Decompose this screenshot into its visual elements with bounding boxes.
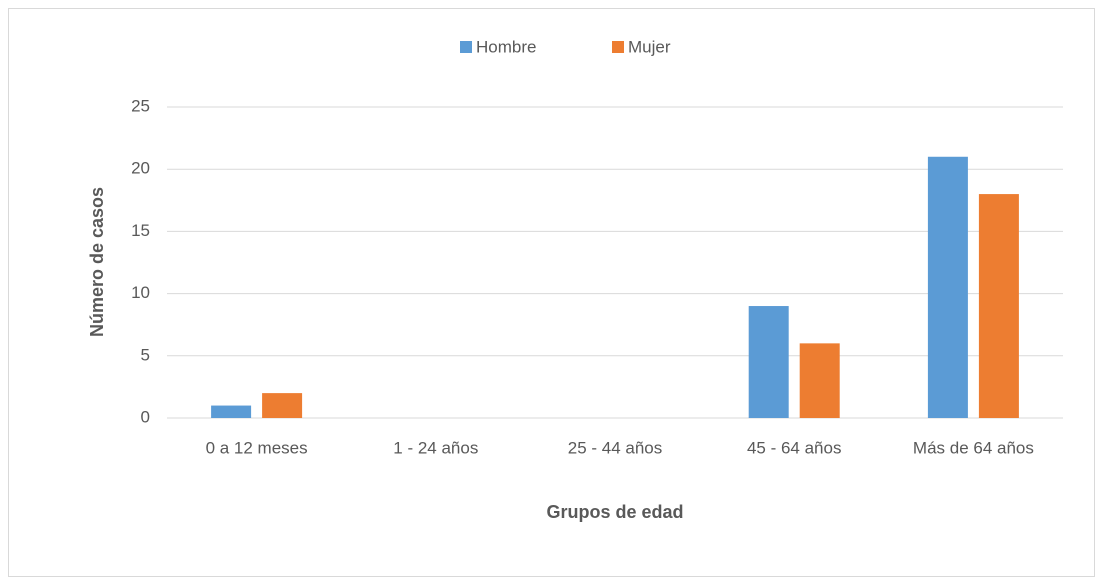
legend-label: Hombre	[476, 37, 536, 56]
legend-swatch	[460, 41, 472, 53]
y-tick-label: 20	[131, 159, 150, 178]
y-tick-label: 25	[131, 96, 150, 115]
x-tick-label: 0 a 12 meses	[206, 438, 308, 457]
y-tick-label: 10	[131, 283, 150, 302]
x-tick-label: 1 - 24 años	[393, 438, 478, 457]
bar	[211, 405, 252, 418]
bar	[799, 343, 840, 418]
x-tick-label: Más de 64 años	[913, 438, 1034, 457]
x-axis-title: Grupos de edad	[546, 502, 683, 522]
y-tick-label: 5	[141, 345, 150, 364]
x-tick-label: 45 - 64 años	[747, 438, 842, 457]
y-tick-label: 0	[141, 407, 150, 426]
y-axis-title: Número de casos	[87, 187, 107, 337]
bar	[927, 156, 968, 418]
chart-frame	[8, 8, 1095, 577]
x-tick-label: 25 - 44 años	[568, 438, 663, 457]
bar	[748, 306, 789, 418]
bar	[262, 393, 303, 418]
bar	[978, 194, 1019, 418]
legend-swatch	[612, 41, 624, 53]
y-tick-label: 15	[131, 221, 150, 240]
legend-label: Mujer	[628, 37, 671, 56]
